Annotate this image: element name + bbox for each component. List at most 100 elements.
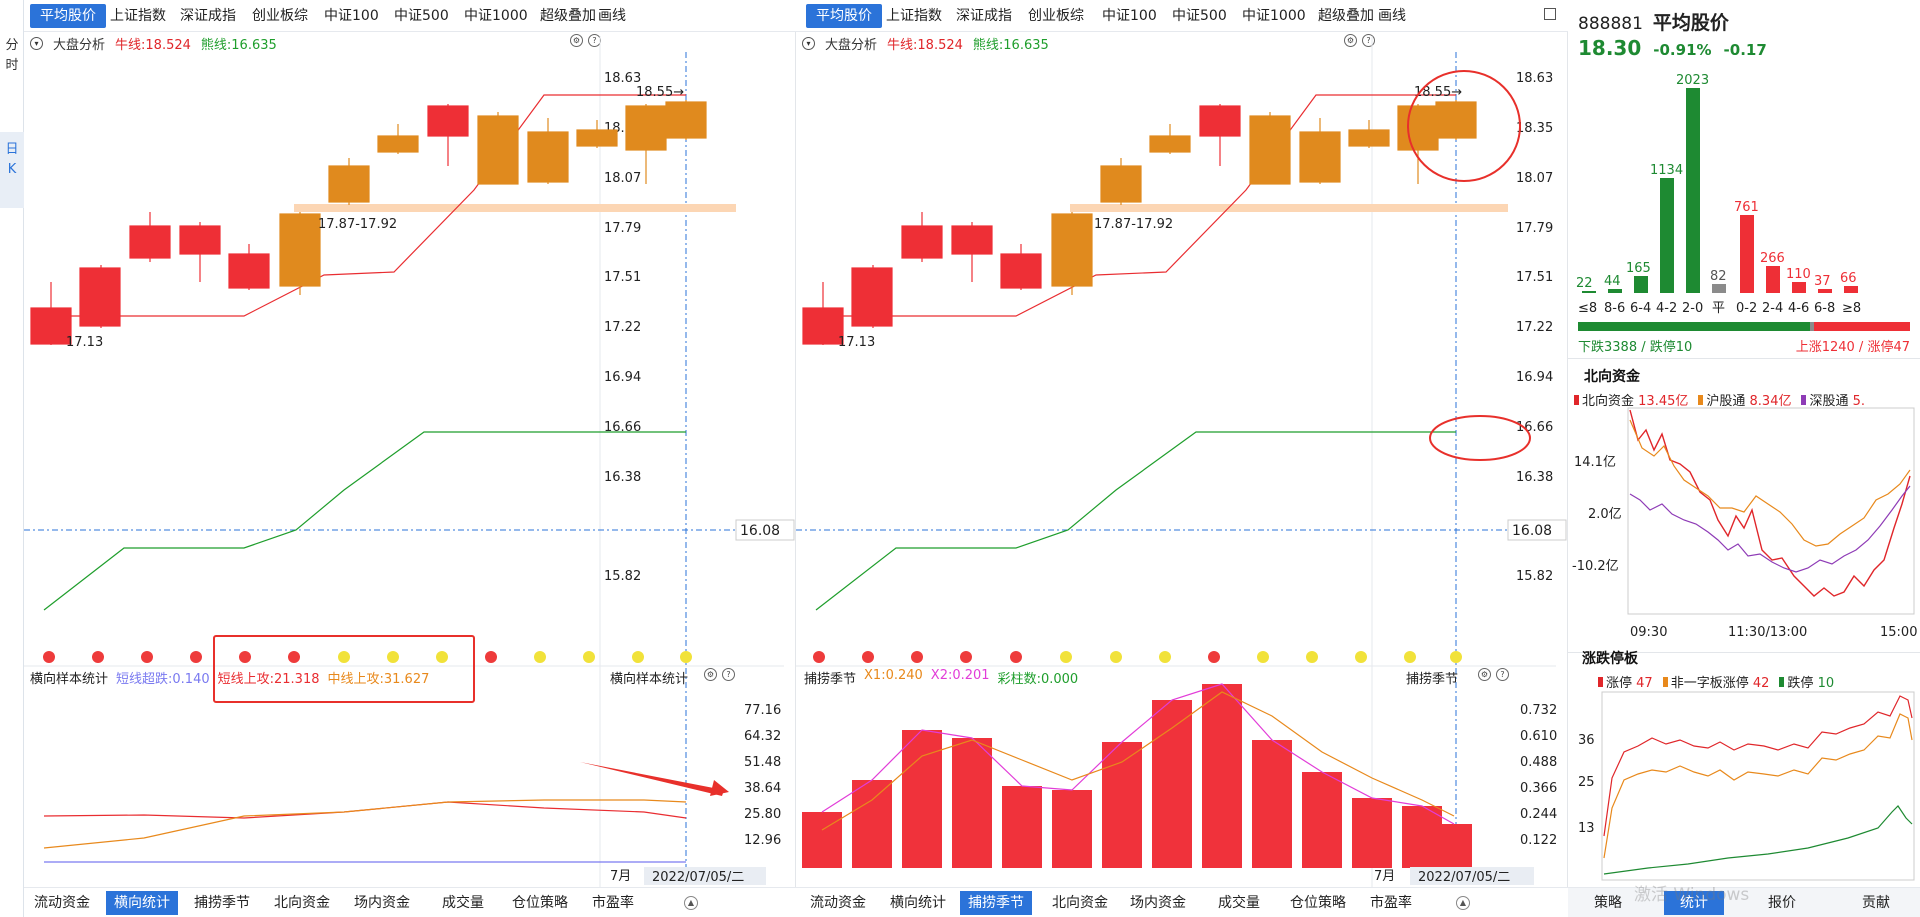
btab-northbound[interactable]: 北向资金	[1052, 895, 1108, 911]
mid-line	[43, 799, 687, 849]
indicator-name[interactable]: 横向样本统计	[30, 672, 109, 687]
north-ylabel: 14.1亿	[1574, 455, 1616, 470]
tab-avg-price[interactable]: 平均股价	[806, 4, 882, 28]
tab-csi500[interactable]: 中证500	[394, 8, 449, 24]
dist-bar	[1766, 266, 1780, 293]
quote-header: 888881 平均股价	[1578, 8, 1729, 35]
north-xlabel: 09:30	[1630, 625, 1667, 640]
ind-label: 0.610	[1520, 729, 1557, 744]
rtab-quote[interactable]: 报价	[1768, 895, 1796, 911]
tab-sz-index[interactable]: 深证成指	[180, 8, 236, 24]
rail-daily-button[interactable]: 日 K	[0, 132, 24, 208]
north-ylabel: 2.0亿	[1588, 507, 1622, 522]
indicator-tab-bar: 流动资金 横向统计 捕捞季节 北向资金 场内资金 成交量 仓位策略 市盈率 ▲	[24, 887, 796, 917]
candle	[228, 253, 270, 289]
btab-position[interactable]: 仓位策略	[1290, 895, 1346, 911]
rail-intraday-button[interactable]: 分 时	[0, 36, 24, 76]
indicator-name[interactable]: 捕捞季节	[804, 672, 857, 687]
btab-volume[interactable]: 成交量	[1218, 895, 1260, 911]
tab-avg-price[interactable]: 平均股价	[30, 4, 106, 28]
legend-value: 5.	[1852, 394, 1866, 409]
index-code: 888881	[1578, 14, 1643, 34]
btab-fishing-season[interactable]: 捕捞季节	[960, 891, 1032, 915]
tab-draw-line[interactable]: 画线	[1378, 8, 1406, 24]
price-label: 18.35	[1516, 121, 1553, 136]
analysis-title[interactable]: 大盘分析	[53, 38, 106, 53]
btab-liquidity[interactable]: 流动资金	[810, 895, 866, 911]
price-axis-labels: 18.63 18.35 18.07 17.79 17.51 17.22 16.9…	[1516, 71, 1553, 584]
btab-floor-funds[interactable]: 场内资金	[1130, 895, 1186, 911]
window-maximize-icon[interactable]	[1544, 8, 1556, 20]
indicator-bar	[1436, 824, 1472, 868]
dist-label: 6-4	[1630, 301, 1651, 316]
btab-liquidity[interactable]: 流动资金	[34, 895, 90, 911]
crosshair-value: 16.08	[1512, 523, 1552, 539]
chart-pane-left: 平均股价 上证指数 深证成指 创业板综 中证100 中证500 中证1000 超…	[24, 0, 796, 917]
btab-horizontal-stats[interactable]: 横向统计	[890, 895, 946, 911]
limit-legend: 涨停 47 非一字板涨停 42 跌停 10	[1598, 672, 1834, 691]
indicator-controls: ⚙ ?	[704, 668, 735, 681]
btab-pe[interactable]: 市盈率	[1370, 895, 1412, 911]
settings-icon[interactable]: ⚙	[570, 34, 583, 47]
tab-gem-index[interactable]: 创业板综	[252, 8, 308, 24]
zone-annotation: 17.87-17.92	[318, 217, 397, 232]
breadth-down-bar	[1578, 322, 1810, 331]
high-annotation: 18.55→	[1414, 85, 1462, 100]
settings-icon[interactable]: ⚙	[704, 668, 717, 681]
indicator-tab-bar: 流动资金 横向统计 捕捞季节 北向资金 场内资金 成交量 仓位策略 市盈率 ▲	[796, 887, 1568, 917]
btab-volume[interactable]: 成交量	[442, 895, 484, 911]
limit-board-title: 涨跌停板	[1582, 651, 1638, 667]
limit-up-line	[1603, 695, 1913, 837]
settings-icon[interactable]: ⚙	[1344, 34, 1357, 47]
tab-super-overlay[interactable]: 超级叠加	[1318, 8, 1374, 24]
price-axis-labels: 18.63 18.35 18.07 17.79 17.51 17.22 16.9…	[604, 71, 641, 584]
chevron-down-icon[interactable]: ▾	[30, 37, 43, 50]
tab-sz-index[interactable]: 深证成指	[956, 8, 1012, 24]
candle	[427, 105, 469, 137]
chart-pane-right: 平均股价 上证指数 深证成指 创业板综 中证100 中证500 中证1000 超…	[796, 0, 1568, 917]
limit-board-chart: 36 25 13	[1578, 691, 1915, 881]
tab-super-overlay[interactable]: 超级叠加	[540, 8, 596, 24]
btab-position[interactable]: 仓位策略	[512, 895, 568, 911]
chevron-up-icon[interactable]: ▲	[684, 896, 698, 910]
btab-horizontal-stats[interactable]: 横向统计	[106, 891, 178, 915]
rtab-contribution[interactable]: 贡献	[1862, 895, 1890, 911]
analysis-title[interactable]: 大盘分析	[825, 38, 878, 53]
indicator-right-label: 横向样本统计	[610, 672, 689, 687]
price-label: 18.07	[604, 171, 641, 186]
tab-csi1000[interactable]: 中证1000	[464, 8, 528, 24]
low-annotation: 17.13	[838, 335, 875, 350]
chevron-up-icon[interactable]: ▲	[1456, 896, 1470, 910]
indicator-bar	[1252, 740, 1292, 868]
dist-value: 44	[1604, 274, 1621, 289]
rtab-strategy[interactable]: 策略	[1594, 895, 1622, 911]
candle	[79, 267, 121, 327]
tab-csi100[interactable]: 中证100	[1102, 8, 1157, 24]
help-icon[interactable]: ?	[1362, 34, 1375, 47]
highlight-circle	[1407, 70, 1521, 182]
dist-value: 266	[1760, 251, 1785, 266]
help-icon[interactable]: ?	[722, 668, 735, 681]
tab-sh-index[interactable]: 上证指数	[110, 8, 166, 24]
dist-bars: 22 44 165 1134 2023 82 761 266 110 37 66	[1576, 73, 1858, 293]
tab-gem-index[interactable]: 创业板综	[1028, 8, 1084, 24]
rail-daily-label: 日 K	[5, 142, 19, 177]
tab-csi100[interactable]: 中证100	[324, 8, 379, 24]
btab-pe[interactable]: 市盈率	[592, 895, 634, 911]
help-icon[interactable]: ?	[1496, 668, 1509, 681]
tab-csi500[interactable]: 中证500	[1172, 8, 1227, 24]
chart-controls: ⚙ ?	[1344, 34, 1375, 47]
ind-label: 51.48	[744, 755, 781, 770]
tab-sh-index[interactable]: 上证指数	[886, 8, 942, 24]
index-tab-bar: 平均股价 上证指数 深证成指 创业板综 中证100 中证500 中证1000 超…	[24, 0, 796, 32]
x2-value: X2:0.201	[930, 668, 990, 683]
chevron-down-icon[interactable]: ▾	[802, 37, 815, 50]
tab-draw-line[interactable]: 画线	[598, 8, 626, 24]
settings-icon[interactable]: ⚙	[1478, 668, 1491, 681]
btab-floor-funds[interactable]: 场内资金	[354, 895, 410, 911]
btab-northbound[interactable]: 北向资金	[274, 895, 330, 911]
tab-csi1000[interactable]: 中证1000	[1242, 8, 1306, 24]
kline-chart: 18.63 18.35 18.07 17.79 17.51 17.22 16.9…	[796, 36, 1567, 887]
rtab-stats[interactable]: 统计	[1664, 891, 1724, 915]
btab-fishing-season[interactable]: 捕捞季节	[194, 895, 250, 911]
